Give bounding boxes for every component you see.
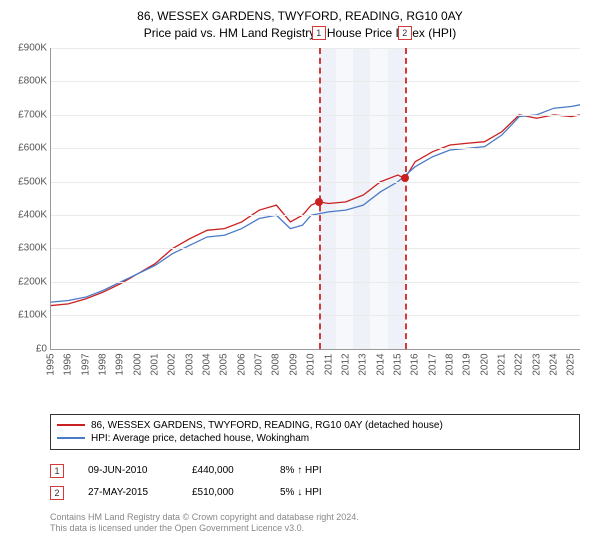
legend: 86, WESSEX GARDENS, TWYFORD, READING, RG…: [50, 414, 580, 450]
x-axis-label: 2022: [514, 353, 525, 375]
x-axis-label: 2008: [271, 353, 282, 375]
y-axis-label: £500K: [18, 176, 47, 187]
gridline: [51, 315, 580, 316]
x-axis-label: 2000: [132, 353, 143, 375]
x-axis-label: 2015: [392, 353, 403, 375]
x-axis-label: 2011: [323, 354, 334, 376]
chart-title: 86, WESSEX GARDENS, TWYFORD, READING, RG…: [16, 8, 584, 25]
y-axis-label: £600K: [18, 143, 47, 154]
y-axis-label: £100K: [18, 310, 47, 321]
event-row: 1 09-JUN-2010 £440,000 8% ↑ HPI: [50, 460, 580, 482]
x-axis-label: 2007: [254, 353, 265, 375]
event-marker: 2: [398, 26, 412, 40]
x-axis-label: 2004: [202, 353, 213, 375]
x-axis-label: 2018: [444, 353, 455, 375]
event-date: 27-MAY-2015: [88, 487, 168, 498]
x-axis-label: 2002: [167, 353, 178, 375]
x-axis-label: 2021: [496, 353, 507, 375]
legend-label: HPI: Average price, detached house, Woki…: [91, 433, 309, 444]
gridline: [51, 182, 580, 183]
event-marker-icon: 2: [50, 486, 64, 500]
events-table: 1 09-JUN-2010 £440,000 8% ↑ HPI 2 27-MAY-2015…: [50, 460, 580, 504]
footer-line-2: This data is licensed under the Open Gov…: [50, 523, 580, 535]
event-date: 09-JUN-2010: [88, 465, 168, 476]
legend-label: 86, WESSEX GARDENS, TWYFORD, READING, RG…: [91, 420, 443, 431]
x-axis-label: 1995: [46, 353, 57, 375]
x-axis-label: 2013: [358, 353, 369, 375]
legend-swatch: [57, 424, 85, 426]
x-axis-label: 2019: [462, 353, 473, 375]
chart-subtitle: Price paid vs. HM Land Registry's House …: [16, 26, 584, 40]
gridline: [51, 282, 580, 283]
x-axis-label: 1996: [63, 353, 74, 375]
y-axis-label: £200K: [18, 276, 47, 287]
event-marker: 1: [312, 26, 326, 40]
gridline: [51, 48, 580, 49]
chart-area: £0£100K£200K£300K£400K£500K£600K£700K£80…: [50, 48, 580, 378]
x-axis-label: 2012: [340, 353, 351, 375]
plot-region: £0£100K£200K£300K£400K£500K£600K£700K£80…: [50, 48, 580, 350]
x-axis-label: 2025: [566, 353, 577, 375]
y-axis-label: £300K: [18, 243, 47, 254]
x-axis-label: 2009: [288, 353, 299, 375]
y-axis-label: £700K: [18, 109, 47, 120]
x-axis-label: 2003: [184, 353, 195, 375]
event-delta: 8% ↑ HPI: [280, 465, 322, 476]
sale-point: [401, 174, 409, 182]
x-axis-label: 2023: [531, 353, 542, 375]
y-axis-label: £400K: [18, 210, 47, 221]
event-vline: [405, 48, 407, 349]
gridline: [51, 215, 580, 216]
x-axis-label: 1998: [98, 353, 109, 375]
x-axis-label: 2024: [548, 353, 559, 375]
x-axis-label: 2020: [479, 353, 490, 375]
x-axis-label: 1997: [80, 353, 91, 375]
x-axis-label: 2001: [150, 353, 161, 375]
x-axis-label: 2017: [427, 353, 438, 375]
x-axis-label: 1999: [115, 353, 126, 375]
sale-point: [315, 198, 323, 206]
event-row: 2 27-MAY-2015 £510,000 5% ↓ HPI: [50, 482, 580, 504]
event-price: £440,000: [192, 465, 256, 476]
legend-swatch: [57, 437, 85, 439]
footer-attribution: Contains HM Land Registry data © Crown c…: [50, 512, 580, 535]
gridline: [51, 81, 580, 82]
x-axis-label: 2010: [306, 353, 317, 375]
legend-row: 86, WESSEX GARDENS, TWYFORD, READING, RG…: [57, 419, 573, 432]
event-marker-icon: 1: [50, 464, 64, 478]
y-axis-label: £900K: [18, 42, 47, 53]
gridline: [51, 115, 580, 116]
chart-container: 86, WESSEX GARDENS, TWYFORD, READING, RG…: [0, 0, 600, 560]
legend-row: HPI: Average price, detached house, Woki…: [57, 432, 573, 445]
event-price: £510,000: [192, 487, 256, 498]
x-axis-label: 2005: [219, 353, 230, 375]
x-axis-label: 2016: [410, 353, 421, 375]
event-delta: 5% ↓ HPI: [280, 487, 322, 498]
gridline: [51, 148, 580, 149]
y-axis-label: £800K: [18, 76, 47, 87]
x-axis-label: 2006: [236, 353, 247, 375]
footer-line-1: Contains HM Land Registry data © Crown c…: [50, 512, 580, 524]
x-axis-label: 2014: [375, 353, 386, 375]
gridline: [51, 248, 580, 249]
